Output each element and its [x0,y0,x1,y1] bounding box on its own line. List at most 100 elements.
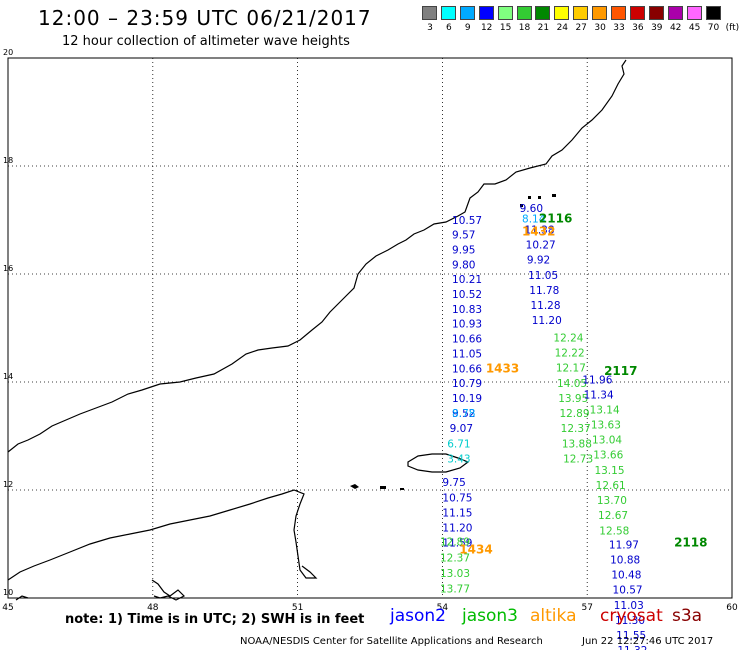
swh-value: 11.03 [614,600,644,612]
islet-4 [528,196,531,199]
legend-swatch-18 [516,6,532,20]
legend-label-36: 36 [632,23,644,33]
legend-swatch-6 [440,6,456,20]
satellite-jason3: jason3 [462,606,518,626]
lat-label-10: 10 [3,588,13,597]
swh-value: 9.60 [520,203,543,215]
swh-value: 11.20 [532,315,562,327]
swh-value: 12.89 [440,537,470,549]
swh-value: 3.43 [447,453,470,465]
legend-label-9: 9 [464,23,471,33]
socotra-island [407,453,470,473]
legend-swatch-45 [686,6,702,20]
lon-label-48: 48 [147,603,159,613]
swh-value: 13.70 [597,495,627,507]
swh-value: 9.57 [452,230,475,242]
swh-value: 10.66 [452,363,482,375]
swh-value: 10.57 [452,215,482,227]
swh-value: 8.78 [452,408,475,420]
islet-1 [350,484,359,489]
swh-value: 10.88 [610,554,640,566]
legend-label-15: 15 [499,23,512,33]
swh-value: 10.19 [452,393,482,405]
generation-timestamp: Jun 22 12:27:46 UTC 2017 [582,636,714,647]
legend-label-6: 6 [446,23,452,33]
swh-value: 11.78 [529,285,559,297]
islet-2 [380,486,386,489]
legend-unit: (ft) [725,23,740,33]
legend-swatch-15 [497,6,513,20]
lat-label-12: 12 [3,480,13,489]
swh-value: 6.71 [447,438,470,450]
islet-7 [520,204,523,207]
lon-label-60: 60 [726,603,738,613]
swh-value: 13.77 [440,584,470,596]
swh-value: 10.57 [613,585,643,597]
swh-value: 11.28 [530,300,560,312]
legend-label-12: 12 [480,23,493,33]
swh-value: 11.97 [609,539,639,551]
swh-value: 12.24 [553,333,583,345]
legend-label-18: 18 [518,23,531,33]
swh-value: 11.15 [442,507,472,519]
lat-lon-grid: 45 48 51 54 57 60 10 12 14 16 18 20 [2,48,738,613]
satellite-cryosat: cryosat [600,606,663,626]
coast-notch [15,595,29,601]
swh-value: 11.55 [616,630,646,642]
pass-time-1433: 1433 [486,361,519,375]
pass-time-1432: 1432 [522,225,555,239]
swh-value: 9.75 [442,477,465,489]
legend-label-70: 70 [707,23,720,33]
swh-value: 11.32 [617,645,647,650]
legend-swatch-24 [554,6,570,20]
pass-time-2118: 2118 [674,536,707,550]
swh-value: 12.89 [559,408,589,420]
swh-value: 13.88 [562,438,592,450]
islet-5 [538,196,541,199]
swh-value: 13.15 [594,465,624,477]
credit-line: NOAA/NESDIS Center for Satellite Applica… [240,636,543,647]
legend-swatch-33 [611,6,626,20]
swh-value: 12.61 [596,480,626,492]
swh-value: 13.04 [592,435,622,447]
swh-value: 13.95 [558,393,588,405]
swh-value: 10.66 [452,334,482,346]
legend-label-39: 39 [651,23,663,33]
swh-value: 8.14 [522,214,546,226]
swh-value: 13.63 [591,419,621,431]
legend-swatch-39 [648,6,664,20]
swh-value: 10.83 [452,304,482,316]
swh-value: 9.95 [452,244,475,256]
swh-value: 11.20 [442,523,472,535]
swh-value: 10.93 [452,319,482,331]
satellite-jason2: jason2 [390,606,446,626]
swh-value: 10.75 [442,492,472,504]
islet-6 [552,194,556,197]
lat-label-16: 16 [3,264,13,273]
somali-coast [7,489,318,581]
satellite-altika: altika [530,606,577,626]
legend-label-33: 33 [613,23,625,33]
legend-label-42: 42 [669,23,682,33]
legend-label-24: 24 [556,23,569,33]
legend-label-30: 30 [594,23,606,33]
swh-value: 12.17 [556,363,586,375]
swh-value: 13.66 [593,450,623,462]
swh-value: 12.22 [555,348,585,360]
swh-value: 10.27 [526,240,556,252]
swh-value: 11.05 [528,270,558,282]
legend-label-3: 3 [427,23,433,33]
lon-label-57: 57 [581,603,592,613]
swh-value: 9.92 [527,255,550,267]
swh-value: 9.80 [452,259,475,271]
swh-value: 12.58 [599,525,629,537]
swh-value: 12.37 [440,552,470,564]
swh-value: 11.38 [524,225,554,237]
coastline [7,59,627,601]
swh-value: 13.14 [590,404,620,416]
swh-value: 11.59 [442,538,472,550]
legend-swatch-21 [535,6,551,20]
legend-swatch-42 [667,6,683,20]
